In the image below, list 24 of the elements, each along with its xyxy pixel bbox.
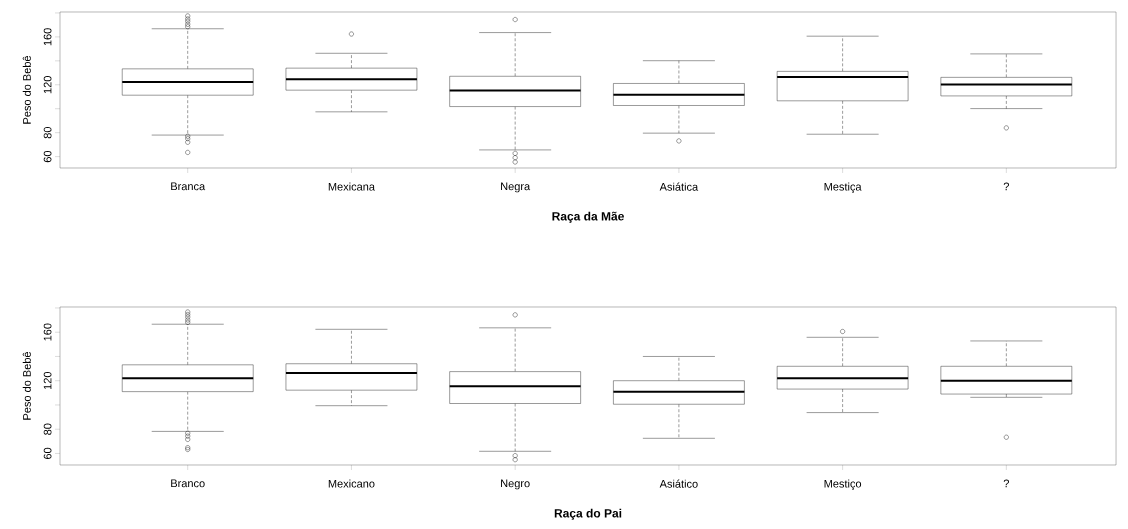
y-tick-label: 120 [43, 371, 52, 390]
y-tick-label: 60 [43, 150, 52, 163]
x-tick-label: Mestiço [824, 479, 862, 490]
y-tick-label: 160 [43, 323, 52, 341]
x-tick-label: Negro [501, 479, 530, 490]
x-tick-label: Branco [171, 479, 205, 488]
y-tick-label: 160 [43, 28, 52, 46]
x-axis-title: Raça do Pai [554, 508, 622, 520]
x-tick-label: Negra [501, 182, 531, 193]
y-tick-label: 80 [43, 423, 52, 435]
x-tick-label: Mexicana [328, 182, 375, 191]
x-tick-label: Asiático [659, 479, 698, 488]
y-tick-label: 80 [43, 126, 52, 139]
x-axis-title: Raça da Mãe [552, 211, 624, 223]
x-tick-label: ? [1003, 479, 1009, 488]
y-tick-label: 120 [43, 76, 52, 94]
y-tick-label: 60 [43, 447, 52, 460]
y-axis-title: Peso do Bebê [22, 55, 31, 124]
x-tick-label: Mestiça [824, 182, 862, 193]
x-tick-label: Asiática [659, 182, 699, 191]
x-tick-label: ? [1003, 182, 1009, 191]
y-axis-title: Peso do Bebê [22, 351, 31, 420]
x-tick-label: Branca [171, 182, 206, 191]
x-tick-label: Mexicano [328, 479, 375, 488]
